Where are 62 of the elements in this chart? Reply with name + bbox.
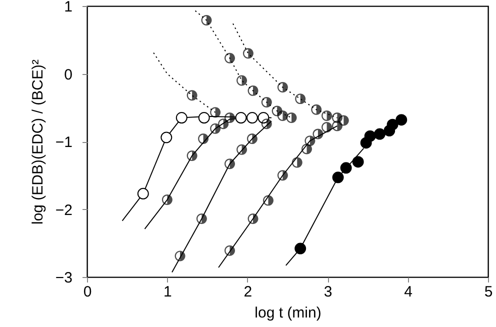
point (196, 213, 207, 224)
y-tick-label: 1 (64, 0, 72, 16)
x-tick-label: 4 (404, 284, 412, 300)
point (160, 132, 172, 144)
y-tick-label: −2 (55, 202, 72, 219)
point (322, 110, 332, 121)
point (332, 172, 344, 184)
point (235, 112, 247, 124)
point (248, 85, 258, 96)
point (186, 150, 198, 161)
point (236, 75, 248, 86)
point (201, 14, 212, 26)
point (304, 136, 316, 146)
x-tick-label: 1 (164, 284, 172, 300)
point (263, 195, 274, 206)
point (210, 107, 221, 118)
point (295, 94, 306, 104)
y-tick-label: −1 (55, 134, 72, 151)
point (248, 213, 258, 224)
point (224, 52, 235, 64)
point (246, 112, 258, 124)
point (137, 188, 149, 200)
x-tick-label: 2 (244, 284, 252, 300)
point (312, 128, 324, 140)
point (242, 48, 254, 59)
point (322, 122, 332, 133)
point (224, 245, 235, 256)
point (340, 162, 352, 174)
point (352, 156, 364, 168)
point (286, 112, 297, 124)
point (246, 134, 258, 144)
point (224, 112, 235, 124)
point (236, 144, 248, 155)
point (292, 157, 302, 168)
point (386, 118, 398, 130)
point (210, 123, 221, 134)
point (294, 242, 306, 254)
point (198, 134, 209, 144)
point (174, 250, 186, 262)
point (198, 112, 210, 124)
point (277, 170, 288, 181)
point (261, 96, 272, 108)
point (162, 194, 172, 206)
point (364, 130, 376, 142)
point (261, 118, 272, 130)
y-tick-label: −3 (55, 270, 72, 286)
point (277, 82, 288, 93)
y-axis-title: log (EDB)(EDC) / (BCE)² (29, 59, 46, 225)
x-tick-label: 3 (324, 284, 332, 300)
point (302, 144, 312, 154)
point (186, 90, 198, 101)
point (176, 112, 188, 124)
x-axis-title: log t (min) (254, 304, 322, 322)
point (277, 110, 288, 121)
point (224, 158, 235, 170)
x-tick-label: 0 (83, 284, 92, 300)
point (396, 114, 408, 126)
y-tick-label: 0 (64, 66, 72, 84)
x-tick-label: 5 (484, 284, 493, 300)
point (374, 128, 386, 140)
point (332, 120, 342, 132)
point (311, 104, 322, 115)
